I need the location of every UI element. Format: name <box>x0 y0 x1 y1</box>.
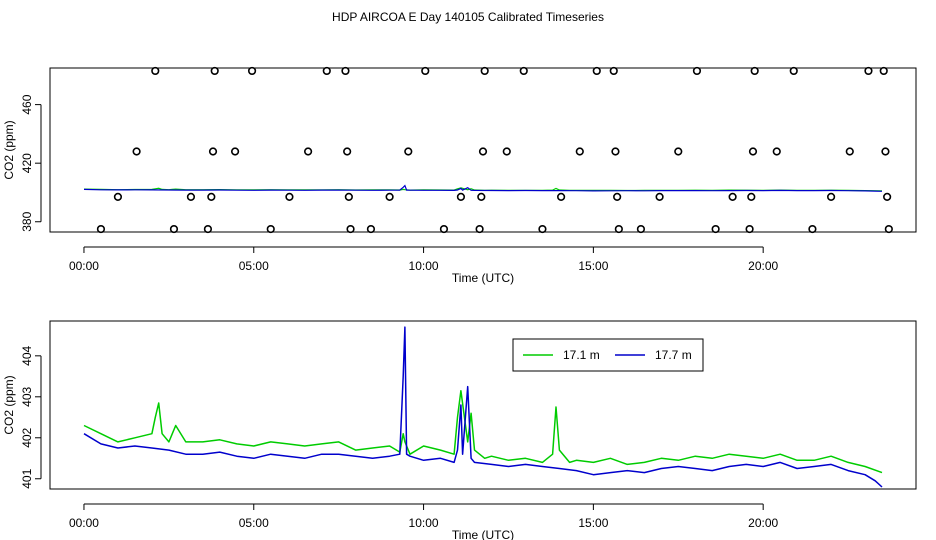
x-tick-label: 00:00 <box>69 516 99 530</box>
x-tick-label: 05:00 <box>239 516 269 530</box>
data-point <box>210 66 219 76</box>
plot-frame <box>49 320 917 490</box>
data-point <box>728 192 737 201</box>
data-point <box>692 66 702 76</box>
plot-frame <box>49 67 917 233</box>
data-point <box>151 66 160 76</box>
data-point <box>711 224 720 234</box>
data-point <box>748 147 758 156</box>
data-point <box>592 66 601 76</box>
data-point <box>879 66 888 76</box>
data-point <box>346 224 355 234</box>
y-tick-label: 401 <box>20 468 34 488</box>
data-point <box>557 192 566 201</box>
x-tick-label: 10:00 <box>409 259 439 273</box>
data-point <box>883 192 892 201</box>
data-point <box>247 66 257 76</box>
data-point <box>611 147 620 156</box>
x-tick-label: 15:00 <box>578 259 608 273</box>
data-point <box>881 147 890 156</box>
data-point <box>747 192 756 201</box>
data-point <box>745 224 754 234</box>
data-point <box>609 66 618 76</box>
y-tick-label: 380 <box>20 211 34 231</box>
data-point <box>96 224 106 234</box>
y-tick-label: 404 <box>20 345 34 365</box>
data-point <box>655 192 664 201</box>
data-point <box>285 192 294 201</box>
data-point <box>366 224 376 234</box>
x-axis-label: Time (UTC) <box>452 271 514 285</box>
data-point <box>808 224 817 234</box>
data-point <box>480 66 489 76</box>
data-point <box>421 66 430 76</box>
page-title: HDP AIRCOA E Day 140105 Calibrated Times… <box>332 10 604 24</box>
data-point <box>502 147 511 156</box>
legend-label: 17.7 m <box>655 348 692 362</box>
data-point <box>674 147 683 156</box>
series-line-17-7-m <box>83 326 883 488</box>
data-point <box>186 192 196 201</box>
y-tick-label: 460 <box>20 94 34 114</box>
data-point <box>538 224 547 234</box>
y-axis-label: CO2 (ppm) <box>2 120 16 179</box>
data-point <box>132 147 141 156</box>
data-point <box>864 66 873 76</box>
x-tick-label: 15:00 <box>578 516 608 530</box>
data-point <box>344 192 353 201</box>
data-point <box>343 147 352 156</box>
data-point <box>478 147 488 156</box>
data-point <box>475 224 484 234</box>
data-point <box>439 224 449 234</box>
data-point <box>404 147 413 156</box>
series-line-17-1-m <box>83 389 883 474</box>
x-tick-label: 20:00 <box>748 516 778 530</box>
data-point <box>477 192 486 201</box>
data-point <box>750 66 759 76</box>
data-point <box>772 147 781 156</box>
data-point <box>304 147 313 156</box>
data-point <box>208 147 218 156</box>
data-point <box>322 66 331 76</box>
data-point <box>614 224 623 234</box>
y-tick-label: 420 <box>20 153 34 173</box>
x-axis-label: Time (UTC) <box>452 528 514 540</box>
data-point <box>636 224 646 234</box>
data-point <box>113 192 123 201</box>
x-tick-label: 10:00 <box>409 516 439 530</box>
x-tick-label: 20:00 <box>748 259 778 273</box>
data-point <box>456 192 466 201</box>
data-point <box>341 66 350 76</box>
y-tick-label: 402 <box>20 427 34 447</box>
plot-area <box>83 326 883 488</box>
y-tick-label: 403 <box>20 386 34 406</box>
data-point <box>789 66 798 76</box>
x-tick-label: 05:00 <box>239 259 269 273</box>
x-tick-label: 00:00 <box>69 259 99 273</box>
data-point <box>519 66 528 76</box>
y-axis-label: CO2 (ppm) <box>2 375 16 434</box>
plot-area <box>83 184 883 192</box>
data-point <box>385 192 394 201</box>
data-point <box>203 224 213 234</box>
data-point <box>826 192 836 201</box>
data-point <box>845 147 854 156</box>
panel-bottom: 00:00 05:00 10:00 15:00 20:00 Time (UTC) 401 40… <box>2 320 917 540</box>
data-point <box>169 224 179 234</box>
panel-top: 00:00 05:00 10:00 15:00 20:00 Time (UTC) 380 42… <box>2 66 917 285</box>
legend: 17.1 m 17.7 m <box>512 338 704 372</box>
data-point <box>266 224 275 234</box>
series-line-17-7-m <box>83 184 883 192</box>
legend-label: 17.1 m <box>563 348 600 362</box>
data-point <box>884 224 893 234</box>
data-point <box>230 147 240 156</box>
data-point <box>575 147 584 156</box>
data-point <box>613 192 622 201</box>
data-point <box>207 192 216 201</box>
